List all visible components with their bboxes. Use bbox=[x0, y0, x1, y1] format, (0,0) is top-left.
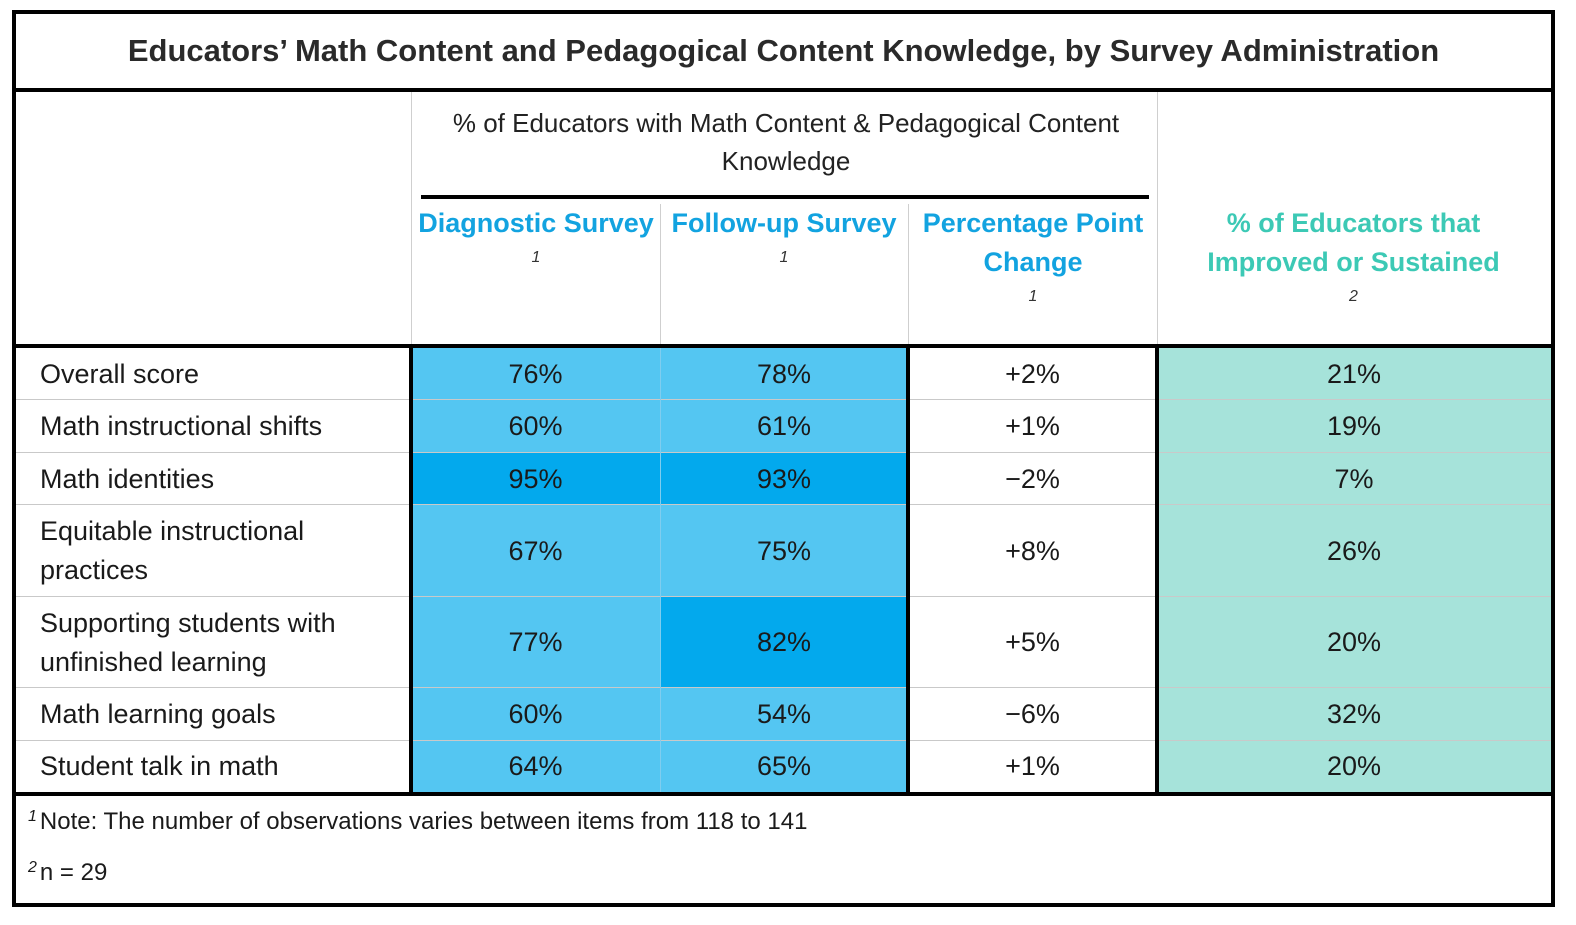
cell-diagnostic: 60% bbox=[411, 400, 660, 453]
table-row: Supporting students with unfinished lear… bbox=[16, 597, 1551, 688]
cell-diagnostic: 64% bbox=[411, 741, 660, 792]
column-divider bbox=[660, 348, 661, 792]
column-header-label: Follow-up Survey bbox=[671, 208, 897, 238]
cell-followup: 54% bbox=[660, 688, 908, 741]
cell-diagnostic: 95% bbox=[411, 453, 660, 505]
column-header-diagnostic: Diagnostic Survey 1 bbox=[416, 204, 656, 273]
row-divider bbox=[16, 596, 1551, 597]
cell-followup: 65% bbox=[660, 741, 908, 792]
cell-followup: 61% bbox=[660, 400, 908, 453]
footnote-marker: 1 bbox=[28, 808, 37, 825]
row-divider bbox=[16, 452, 1551, 453]
cell-change: +2% bbox=[908, 348, 1157, 400]
table-frame: Educators’ Math Content and Pedagogical … bbox=[12, 10, 1555, 907]
column-header-label: % of Educators that Improved or Sustaine… bbox=[1207, 208, 1500, 277]
cell-improved: 7% bbox=[1157, 453, 1551, 505]
footnote-text: Note: The number of observations varies … bbox=[39, 808, 808, 835]
row-divider bbox=[16, 687, 1551, 688]
header-divider bbox=[908, 204, 909, 344]
cell-followup: 75% bbox=[660, 505, 908, 597]
row-divider bbox=[16, 740, 1551, 741]
column-footnote-marker: 2 bbox=[1349, 288, 1358, 305]
cell-improved: 21% bbox=[1157, 348, 1551, 400]
cell-change: +5% bbox=[908, 597, 1157, 688]
cell-change: +1% bbox=[908, 741, 1157, 792]
column-header-change: Percentage Point Change 1 bbox=[913, 204, 1153, 312]
footnote-marker: 2 bbox=[28, 859, 37, 876]
table-row: Math learning goals 60% 54% −6% 32% bbox=[16, 688, 1551, 741]
table-header: % of Educators with Math Content & Pedag… bbox=[16, 92, 1551, 344]
cell-diagnostic: 76% bbox=[411, 348, 660, 400]
table-row: Math instructional shifts 60% 61% +1% 19% bbox=[16, 400, 1551, 453]
column-footnote-marker: 1 bbox=[779, 249, 789, 266]
column-header-improved: % of Educators that Improved or Sustaine… bbox=[1186, 204, 1521, 312]
row-divider bbox=[16, 399, 1551, 400]
column-border bbox=[409, 348, 413, 792]
group-header: % of Educators with Math Content & Pedag… bbox=[452, 108, 1120, 176]
cell-followup: 78% bbox=[660, 348, 908, 400]
row-label: Math identities bbox=[16, 453, 411, 505]
row-label: Equitable instructional practices bbox=[16, 505, 411, 597]
cell-diagnostic: 77% bbox=[411, 597, 660, 688]
footnote-text: n = 29 bbox=[39, 859, 108, 886]
row-label: Math instructional shifts bbox=[16, 400, 411, 453]
column-header-label: Diagnostic Survey bbox=[418, 208, 654, 238]
row-label: Math learning goals bbox=[16, 688, 411, 741]
row-divider bbox=[16, 504, 1551, 505]
table-title: Educators’ Math Content and Pedagogical … bbox=[16, 14, 1551, 92]
cell-change: −6% bbox=[908, 688, 1157, 741]
column-footnote-marker: 1 bbox=[1028, 288, 1038, 305]
table-row: Overall score 76% 78% +2% 21% bbox=[16, 348, 1551, 400]
cell-improved: 20% bbox=[1157, 597, 1551, 688]
cell-change: −2% bbox=[908, 453, 1157, 505]
cell-improved: 19% bbox=[1157, 400, 1551, 453]
column-footnote-marker: 1 bbox=[531, 249, 541, 266]
header-divider bbox=[411, 92, 412, 344]
table-row: Equitable instructional practices 67% 75% +… bbox=[16, 505, 1551, 597]
column-header-label: Percentage Point Change bbox=[922, 208, 1144, 277]
cell-followup: 93% bbox=[660, 453, 908, 505]
cell-improved: 32% bbox=[1157, 688, 1551, 741]
row-label: Overall score bbox=[16, 348, 411, 400]
cell-followup: 82% bbox=[660, 597, 908, 688]
column-header-followup: Follow-up Survey 1 bbox=[665, 204, 903, 273]
group-header-rule bbox=[421, 195, 1149, 199]
table-row: Student talk in math 64% 65% +1% 20% bbox=[16, 741, 1551, 792]
column-border bbox=[906, 348, 910, 792]
cell-change: +8% bbox=[908, 505, 1157, 597]
column-border bbox=[1155, 348, 1159, 792]
cell-diagnostic: 67% bbox=[411, 505, 660, 597]
header-divider bbox=[660, 204, 661, 344]
cell-improved: 26% bbox=[1157, 505, 1551, 597]
header-divider bbox=[1157, 92, 1158, 344]
cell-diagnostic: 60% bbox=[411, 688, 660, 741]
row-label: Supporting students with unfinished lear… bbox=[16, 597, 411, 688]
table-row: Math identities 95% 93% −2% 7% bbox=[16, 453, 1551, 505]
table-body: Overall score 76% 78% +2% 21% Math instructio… bbox=[16, 344, 1551, 796]
row-label: Student talk in math bbox=[16, 741, 411, 792]
cell-improved: 20% bbox=[1157, 741, 1551, 792]
cell-change: +1% bbox=[908, 400, 1157, 453]
footnote-1: 1 Note: The number of observations varies… bbox=[28, 808, 807, 836]
